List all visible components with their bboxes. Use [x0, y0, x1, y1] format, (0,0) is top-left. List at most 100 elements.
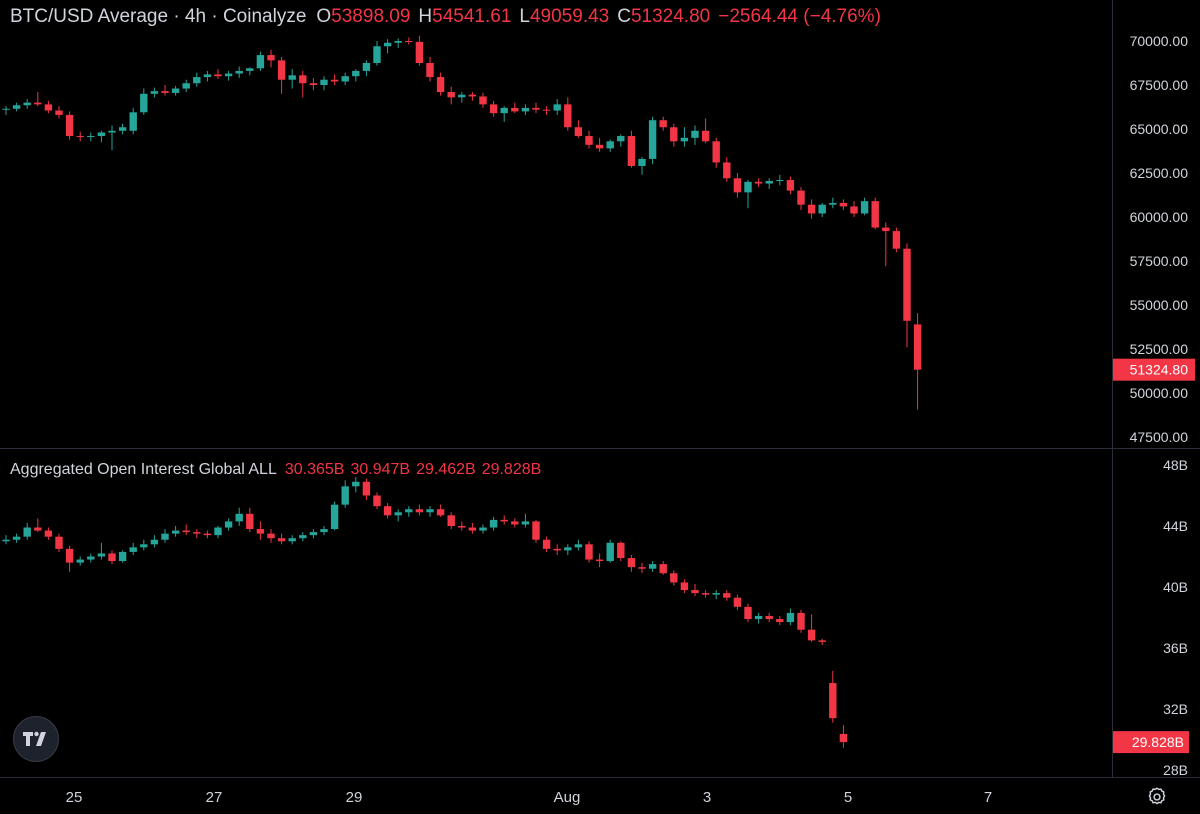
candle	[256, 521, 265, 540]
candle-body	[256, 529, 265, 534]
y-tick-label: 55000.00	[1130, 297, 1189, 313]
candle	[617, 541, 625, 562]
candle	[723, 590, 731, 601]
low-label: L	[519, 6, 530, 27]
candle-body	[55, 110, 63, 115]
candle-body	[288, 538, 296, 542]
candle	[224, 518, 233, 531]
y-tick-label: 60000.00	[1130, 209, 1189, 225]
candle	[871, 197, 879, 230]
x-tick-label: 5	[844, 789, 852, 806]
candle	[341, 72, 349, 85]
candle-body	[829, 202, 837, 205]
candle	[839, 199, 848, 210]
candle-body	[744, 181, 752, 193]
candle	[648, 561, 657, 572]
candle	[76, 131, 84, 142]
oi-title[interactable]: Aggregated Open Interest Global ALL	[10, 461, 277, 478]
candle-body	[489, 104, 498, 114]
candle-body	[394, 41, 402, 43]
settings-gear-icon[interactable]	[1146, 786, 1168, 808]
high-label: H	[418, 6, 433, 27]
candle-body	[246, 68, 254, 71]
candle-body	[765, 180, 773, 184]
candle-body	[913, 324, 922, 370]
candle	[224, 70, 233, 81]
candle-body	[2, 108, 10, 110]
candle-body	[23, 102, 31, 106]
candle	[595, 553, 604, 568]
candle-body	[309, 532, 318, 536]
candle-body	[733, 597, 742, 607]
candle	[807, 614, 816, 642]
candle-body	[829, 683, 837, 719]
candle	[511, 518, 519, 528]
candle	[373, 492, 381, 510]
candle	[352, 477, 360, 493]
candle	[511, 102, 519, 114]
candle-body	[617, 136, 625, 142]
tradingview-logo-icon[interactable]	[13, 716, 59, 762]
candle-body	[277, 60, 286, 80]
candle	[182, 524, 190, 536]
candle	[712, 590, 720, 600]
candle	[532, 519, 540, 543]
candle-body	[818, 640, 826, 642]
close-value: 51324.80	[630, 6, 711, 27]
candle-body	[76, 559, 84, 563]
candle-body	[34, 527, 42, 531]
candle	[458, 92, 466, 103]
candle	[627, 554, 636, 572]
y-tick-label: 48B	[1163, 457, 1188, 473]
candle	[733, 594, 742, 610]
candle-body	[776, 180, 784, 182]
oi-low-value: 29.462B	[416, 461, 476, 478]
candle-body	[574, 127, 583, 137]
candle	[277, 533, 286, 545]
oi-legend: Aggregated Open Interest Global ALL 30.36…	[10, 461, 547, 479]
candle	[2, 106, 10, 115]
candle-body	[235, 70, 243, 74]
candle	[680, 127, 689, 147]
candle	[701, 118, 710, 144]
candle-body	[2, 539, 10, 542]
symbol-title[interactable]: BTC/USD Average · 4h · Coinalyze	[10, 6, 307, 27]
candle	[553, 544, 561, 555]
candle-body	[76, 136, 84, 138]
candle-body	[140, 93, 148, 113]
candle	[383, 39, 392, 54]
candle-body	[161, 91, 169, 93]
candle-body	[415, 41, 424, 63]
candle-body	[680, 582, 689, 591]
y-tick-label: 65000.00	[1130, 121, 1189, 137]
candle-body	[871, 201, 879, 228]
y-tick-label: 47500.00	[1130, 429, 1189, 445]
candle-body	[468, 527, 477, 531]
y-tick-label: 28B	[1163, 762, 1188, 778]
candle-body	[595, 559, 604, 562]
last-price-label: 51324.80	[1130, 362, 1189, 378]
candle	[807, 199, 816, 219]
candle	[108, 125, 116, 151]
candle-body	[553, 548, 561, 551]
candle-body	[65, 114, 74, 137]
candle	[129, 542, 137, 555]
y-tick-label: 36B	[1163, 640, 1188, 656]
candle	[701, 590, 710, 598]
candle-body	[765, 615, 773, 620]
candle	[288, 69, 296, 89]
candle	[574, 539, 583, 551]
candle-body	[659, 564, 667, 574]
candle	[150, 87, 159, 98]
x-tick-label: 27	[206, 789, 223, 806]
candle	[744, 603, 752, 623]
candle	[193, 529, 201, 539]
candle-body	[352, 481, 360, 487]
candle-body	[362, 481, 371, 496]
candle-body	[479, 527, 487, 531]
x-tick-label: 7	[984, 789, 992, 806]
candle-body	[34, 102, 42, 105]
candle-body	[182, 83, 190, 89]
candle-body	[97, 132, 106, 137]
